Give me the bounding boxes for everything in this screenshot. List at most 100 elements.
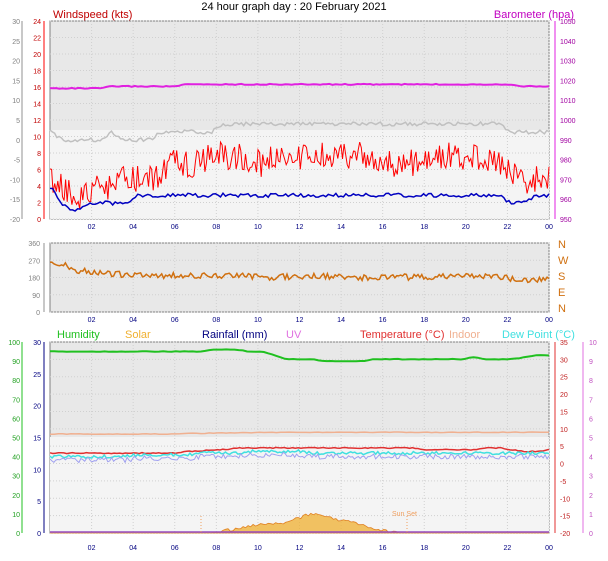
climate-xtick-18: 18: [420, 545, 428, 552]
wind-outer-tick: 20: [12, 59, 20, 66]
wind-xtick-08: 08: [212, 224, 220, 231]
dir-xtick-18: 18: [420, 317, 428, 324]
windspeed-tick: 8: [37, 151, 41, 158]
climate-xtick-20: 20: [462, 545, 470, 552]
uv-tick: 9: [589, 359, 593, 366]
humidity-tick: 40: [12, 455, 20, 462]
barometer-line: [49, 82, 550, 90]
uv-tick: 10: [589, 340, 597, 347]
legend-rainfall-mm-: Rainfall (mm): [202, 329, 267, 341]
uv-tick: 3: [589, 474, 593, 481]
wind-xtick-04: 04: [129, 224, 137, 231]
climate-xtick-14: 14: [337, 545, 345, 552]
uv-tick: 7: [589, 397, 593, 404]
barometer-label: Barometer (hpa): [494, 9, 574, 21]
barometer-tick: 970: [560, 177, 572, 184]
temperature-tick: 35: [560, 340, 568, 347]
climate-xtick-04: 04: [129, 545, 137, 552]
temperature-tick: 0: [560, 462, 564, 469]
windspeed-tick: 16: [33, 85, 41, 92]
dir-xtick-00: 00: [545, 317, 553, 324]
climate-legend: Humidity Solar Rainfall (mm) UV Temperature …: [57, 329, 575, 341]
winddir-line: [49, 261, 550, 284]
barometer-tick: 960: [560, 197, 572, 204]
wind-outer-tick: -15: [10, 197, 20, 204]
wind-outer-tick: 5: [16, 118, 20, 125]
uv-tick: 1: [589, 512, 593, 519]
wind-xtick-06: 06: [171, 224, 179, 231]
dir-xtick-12: 12: [296, 317, 304, 324]
humidity-tick: 80: [12, 378, 20, 385]
direction-compass-tick: N: [558, 303, 566, 315]
barometer-tick: 1030: [560, 59, 576, 66]
legend-indoor: Indoor: [449, 329, 481, 341]
uv-tick: 4: [589, 455, 593, 462]
wind-outer-tick: 10: [12, 98, 20, 105]
barometer-tick: 990: [560, 138, 572, 145]
direction-compass-tick: E: [558, 287, 565, 299]
wind-series: [49, 82, 550, 212]
temperature-line: [49, 446, 550, 455]
indoor-line: [49, 431, 550, 436]
windspeed-label: Windspeed (kts): [53, 9, 132, 21]
legend-humidity: Humidity: [57, 329, 100, 341]
temperature-tick: -5: [560, 479, 566, 486]
direction-series: [49, 261, 550, 284]
direction-degree-tick: 270: [28, 258, 40, 265]
wind-xtick-10: 10: [254, 224, 262, 231]
solar-area: [50, 512, 549, 534]
graph-title: 24 hour graph day : 20 February 2021: [201, 1, 386, 13]
climate-xtick-08: 08: [212, 545, 220, 552]
dir-xtick-22: 22: [504, 317, 512, 324]
dir-xtick-16: 16: [379, 317, 387, 324]
wind-xtick-22: 22: [504, 224, 512, 231]
wind-outer-tick: -5: [14, 158, 20, 165]
windspeed-tick: 14: [33, 102, 41, 109]
climate-series: [49, 348, 550, 534]
windspeed-tick: 12: [33, 118, 41, 125]
barometer-tick: 1050: [560, 19, 576, 26]
temperature-tick: -15: [560, 514, 570, 521]
barometer-tick: 1020: [560, 78, 576, 85]
wind-outer-tick: -10: [10, 177, 20, 184]
wind-gridlines: [50, 20, 550, 220]
humidity-tick: 30: [12, 474, 20, 481]
climate-panel: Humidity Solar Rainfall (mm) UV Temperature …: [8, 329, 597, 552]
legend-uv: UV: [286, 329, 302, 341]
windspeed-tick: 4: [37, 184, 41, 191]
temperature-tick: 15: [560, 409, 568, 416]
climate-xtick-10: 10: [254, 545, 262, 552]
wind-panel: Windspeed (kts) Barometer (hpa) 30252015…: [10, 9, 576, 231]
rainfall-tick: 20: [33, 404, 41, 411]
windspeed-tick: 10: [33, 135, 41, 142]
direction-compass-tick: N: [558, 239, 566, 251]
dir-xtick-06: 06: [171, 317, 179, 324]
rainfall-tick: 30: [33, 340, 41, 347]
uv-tick: 5: [589, 436, 593, 443]
dir-xtick-14: 14: [337, 317, 345, 324]
climate-xtick-02: 02: [88, 545, 96, 552]
wind-outer-tick: -20: [10, 217, 20, 224]
barometer-tick: 1010: [560, 98, 576, 105]
dewpoint-line: [49, 448, 550, 460]
climate-xtick-12: 12: [296, 545, 304, 552]
windspeed-tick: 20: [33, 52, 41, 59]
humidity-tick: 0: [16, 531, 20, 538]
windspeed-line: [49, 140, 550, 209]
direction-degree-tick: 180: [28, 276, 40, 283]
rainfall-tick: 5: [37, 499, 41, 506]
windspeed-tick: 18: [33, 69, 41, 76]
barometer-tick: 1000: [560, 118, 576, 125]
wind-xtick-20: 20: [462, 224, 470, 231]
direction-compass-tick: W: [558, 255, 569, 267]
humidity-tick: 70: [12, 397, 20, 404]
direction-compass-tick: S: [558, 271, 565, 283]
climate-xtick-00: 00: [545, 545, 553, 552]
temperature-tick: 25: [560, 375, 568, 382]
wind-outer-tick: 15: [12, 78, 20, 85]
climate-xtick-22: 22: [504, 545, 512, 552]
humidity-tick: 50: [12, 436, 20, 443]
temperature-tick: 5: [560, 444, 564, 451]
uv-tick: 6: [589, 416, 593, 423]
